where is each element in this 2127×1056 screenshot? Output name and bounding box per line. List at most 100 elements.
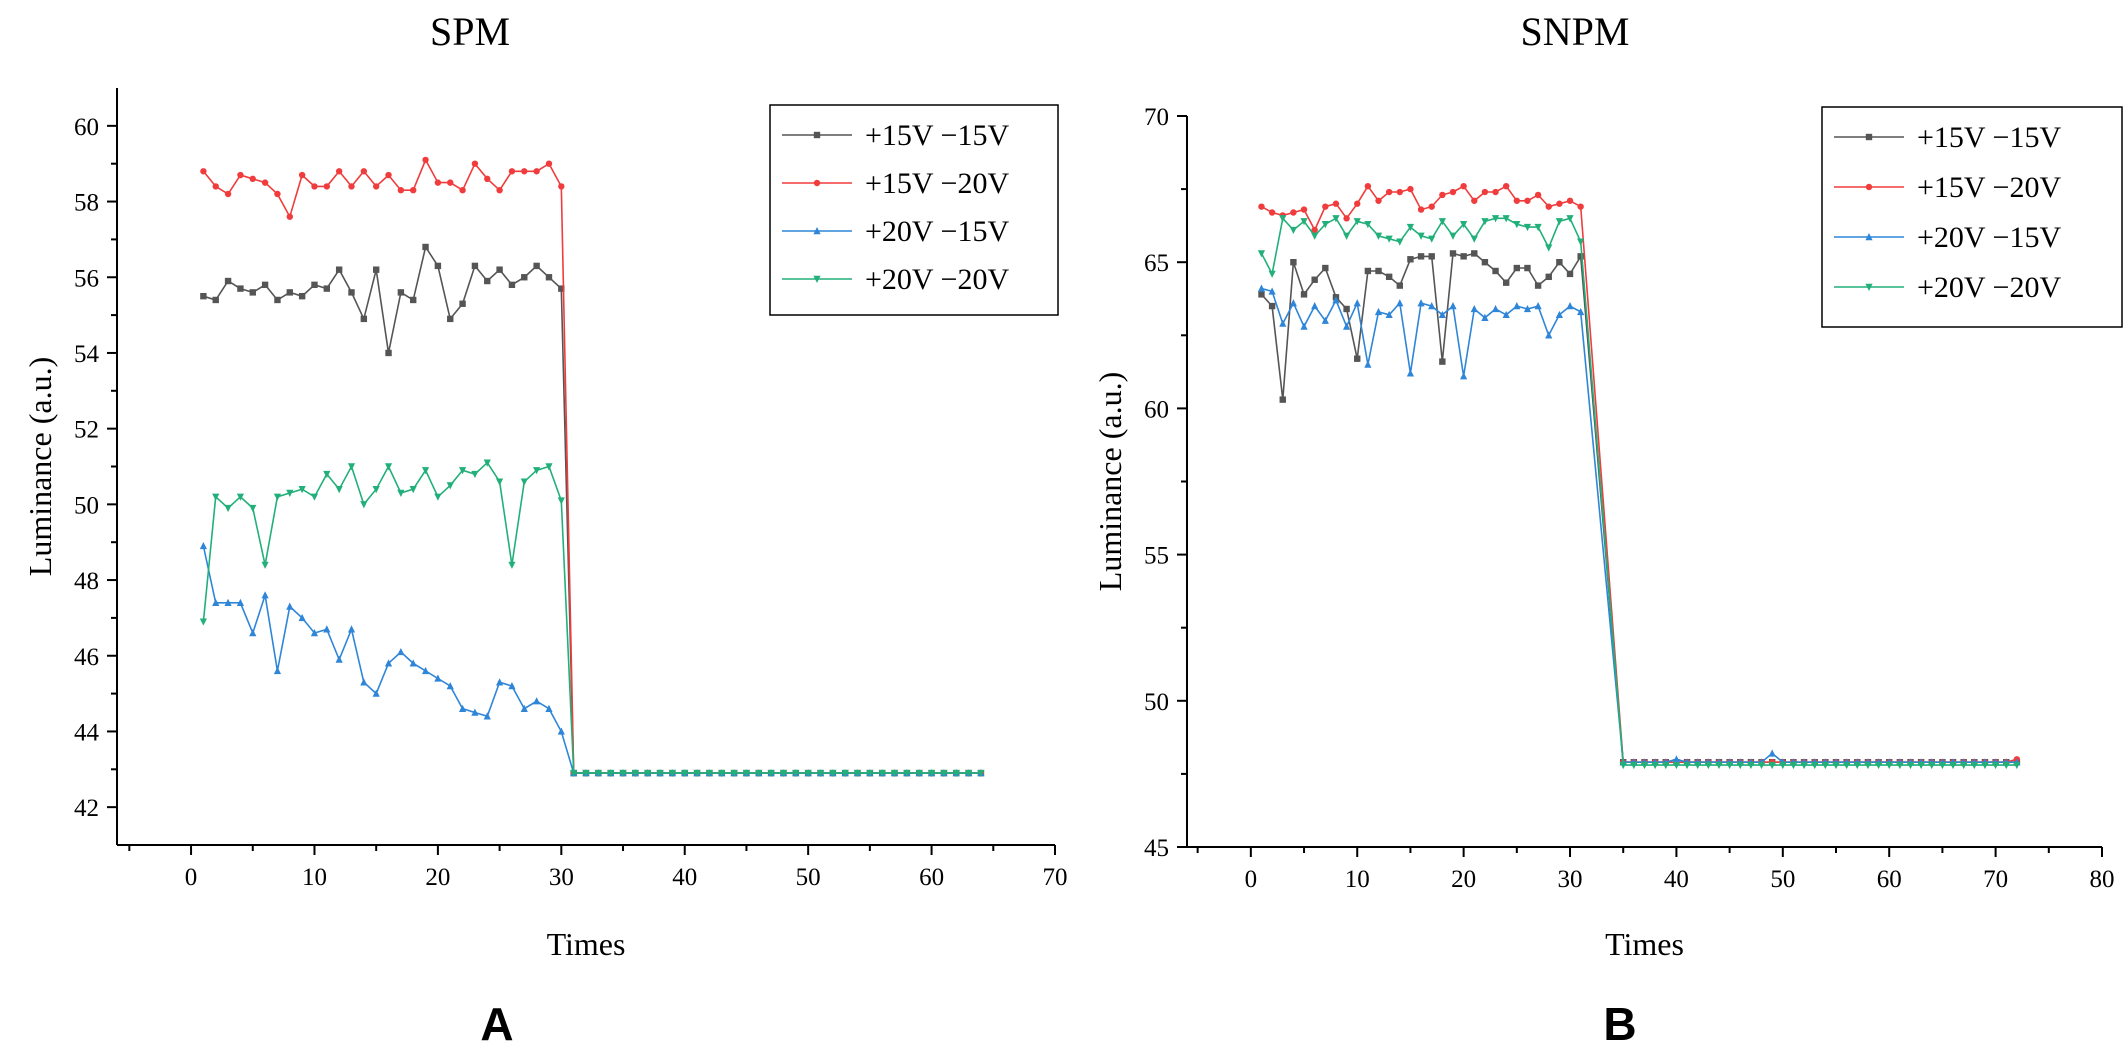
data-point [409, 659, 417, 667]
data-point [1396, 299, 1404, 307]
data-point [1449, 232, 1457, 240]
data-point [1343, 215, 1350, 222]
data-point [508, 682, 516, 690]
chart-panel-b: SNPM 0 10 20 30 40 50 60 70 80 45 50 55 60 65 70 Times Lu… [1070, 0, 2127, 1056]
y-tick-label: 60 [74, 114, 99, 141]
data-point [273, 666, 282, 675]
data-point [447, 179, 454, 186]
data-point [1311, 302, 1319, 310]
x-tick-label: 80 [2090, 866, 2115, 893]
data-point [816, 769, 825, 778]
data-point [508, 168, 516, 175]
legend: +15V −15V +15V −20V +20V −15V +20V −20V [769, 104, 1059, 316]
data-point [1311, 232, 1319, 240]
data-point [792, 769, 800, 778]
data-point [1417, 253, 1425, 260]
data-point [1300, 206, 1308, 213]
data-point [1534, 191, 1542, 199]
data-point [878, 769, 886, 778]
data-point [1290, 209, 1297, 216]
data-point [1513, 220, 1521, 229]
data-point [841, 769, 849, 778]
data-point [1726, 761, 1734, 770]
data-point [385, 349, 392, 357]
data-point [298, 486, 306, 494]
legend-swatch-marker [1865, 233, 1873, 241]
data-point [2002, 761, 2010, 770]
legend-box [1821, 106, 2123, 328]
series-line [202, 461, 981, 774]
data-point [1938, 761, 1947, 770]
x-tick-label: 40 [1664, 866, 1689, 893]
data-point [1364, 267, 1372, 275]
data-point [866, 769, 874, 778]
data-point [545, 463, 553, 471]
data-point [496, 478, 504, 486]
data-point [1322, 203, 1329, 210]
data-point [1747, 761, 1755, 770]
data-point [1321, 316, 1329, 324]
x-tick-label: 20 [425, 864, 450, 891]
data-point [458, 704, 467, 712]
data-point [1354, 355, 1361, 362]
data-point [249, 504, 257, 513]
data-point [1502, 310, 1510, 319]
data-point [496, 266, 503, 273]
data-point [730, 769, 738, 778]
data-point [1428, 253, 1435, 260]
data-point [533, 467, 541, 475]
legend-entry: +15V −20V [1917, 171, 2061, 204]
data-point [533, 697, 541, 705]
data-point [1279, 319, 1287, 327]
data-point [458, 467, 467, 475]
data-point [755, 769, 763, 778]
data-point [335, 486, 343, 494]
data-point [236, 598, 245, 606]
data-point [224, 190, 232, 198]
data-point [804, 769, 812, 778]
legend-swatch-marker [1865, 183, 1873, 191]
x-axis-label: Times [1605, 926, 1684, 962]
data-point [484, 175, 491, 183]
data-point [1556, 200, 1563, 207]
data-point [1374, 307, 1383, 316]
data-point [1289, 226, 1297, 235]
data-point [1470, 304, 1478, 313]
data-point [1779, 761, 1787, 770]
data-point [1821, 761, 1829, 770]
data-point [372, 486, 380, 494]
x-axis-label: Times [547, 926, 626, 962]
y-tick-label: 44 [74, 719, 100, 746]
data-point [1258, 291, 1265, 298]
data-point [545, 160, 553, 167]
data-point [348, 289, 355, 296]
data-point [236, 493, 245, 501]
data-point [533, 262, 540, 270]
data-point [224, 277, 232, 285]
data-point [410, 296, 417, 304]
data-point [977, 769, 985, 778]
data-point [496, 186, 503, 194]
data-point [459, 300, 466, 307]
data-point [1300, 322, 1308, 330]
data-point [557, 497, 565, 505]
y-tick-label: 50 [74, 492, 99, 519]
data-point [410, 186, 417, 194]
x-tick-label: 0 [1245, 866, 1258, 893]
y-tick-label: 65 [1144, 250, 1169, 277]
data-point [1449, 250, 1457, 257]
data-point [853, 769, 862, 778]
data-point [1524, 197, 1531, 204]
data-point [1257, 250, 1266, 258]
data-point [1917, 761, 1925, 770]
data-point [965, 769, 973, 778]
data-point [1364, 220, 1372, 229]
data-point [384, 463, 393, 471]
series-line [203, 244, 981, 774]
data-point [483, 712, 491, 720]
legend-swatch-marker [1865, 133, 1873, 141]
data-point [360, 168, 368, 175]
data-point [1577, 253, 1584, 260]
data-point [1556, 259, 1563, 266]
data-point [1555, 218, 1563, 226]
